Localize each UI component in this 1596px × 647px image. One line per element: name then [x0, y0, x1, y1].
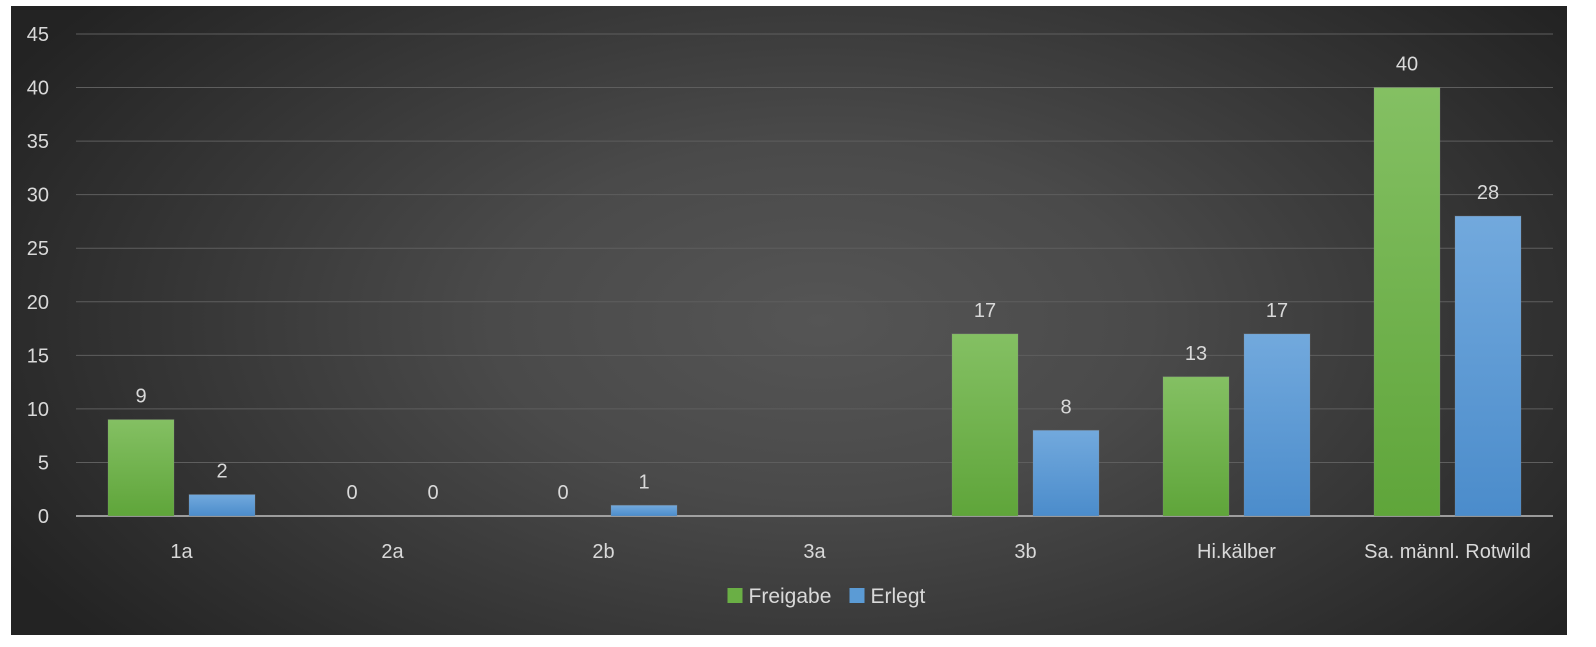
y-tick-label: 30 [27, 185, 49, 207]
data-label: 9 [135, 386, 146, 408]
legend-label-freigabe: Freigabe [749, 585, 832, 608]
y-tick-label: 15 [27, 345, 49, 367]
x-tick-label: 1a [170, 541, 193, 563]
data-labels: 9 2 0 0 0 1 17 8 13 17 40 28 [135, 54, 1499, 504]
data-label: 0 [557, 482, 568, 504]
bar-erlegt [1032, 429, 1100, 517]
y-tick-label: 40 [27, 78, 49, 100]
y-tick-label: 45 [27, 24, 49, 46]
x-tick-label: 3b [1014, 541, 1036, 563]
x-axis: 1a 2a 2b 3a 3b Hi.kälber Sa. männl. Rotwild [170, 541, 1531, 563]
y-tick-label: 35 [27, 131, 49, 153]
legend-label-erlegt: Erlegt [871, 585, 926, 608]
y-tick-label: 0 [38, 506, 49, 528]
bar-freigabe [1162, 376, 1230, 517]
y-tick-label: 5 [38, 452, 49, 474]
data-label: 8 [1060, 396, 1071, 418]
legend-swatch-freigabe [727, 588, 743, 603]
data-label: 17 [1266, 300, 1288, 322]
x-tick-label: 2b [592, 541, 614, 563]
bar-erlegt [1454, 215, 1522, 517]
data-label: 2 [216, 461, 227, 483]
bars [107, 87, 1522, 517]
data-label: 40 [1396, 54, 1418, 76]
bar-freigabe [951, 333, 1019, 517]
data-label: 1 [638, 471, 649, 493]
x-tick-label: Sa. männl. Rotwild [1364, 541, 1531, 563]
y-tick-label: 25 [27, 238, 49, 260]
data-label: 0 [427, 482, 438, 504]
gridlines [76, 33, 1553, 463]
x-tick-label: 3a [803, 541, 826, 563]
bar-freigabe [1373, 87, 1441, 517]
data-label: 17 [974, 300, 996, 322]
y-tick-label: 10 [27, 399, 49, 421]
chart-area: 0 5 10 15 20 25 30 35 40 45 9 2 0 0 0 1 17 8 13 17 40 28 1a 2… [11, 6, 1567, 635]
legend: Freigabe Erlegt [727, 585, 926, 608]
bar-erlegt [1243, 333, 1311, 517]
data-label: 13 [1185, 343, 1207, 365]
bar-erlegt [188, 494, 256, 517]
data-label: 28 [1477, 182, 1499, 204]
bar-erlegt [610, 504, 678, 517]
y-tick-label: 20 [27, 292, 49, 314]
x-tick-label: Hi.kälber [1197, 541, 1276, 563]
legend-swatch-erlegt [849, 588, 865, 603]
x-tick-label: 2a [381, 541, 404, 563]
data-label: 0 [346, 482, 357, 504]
bar-freigabe [107, 419, 175, 517]
